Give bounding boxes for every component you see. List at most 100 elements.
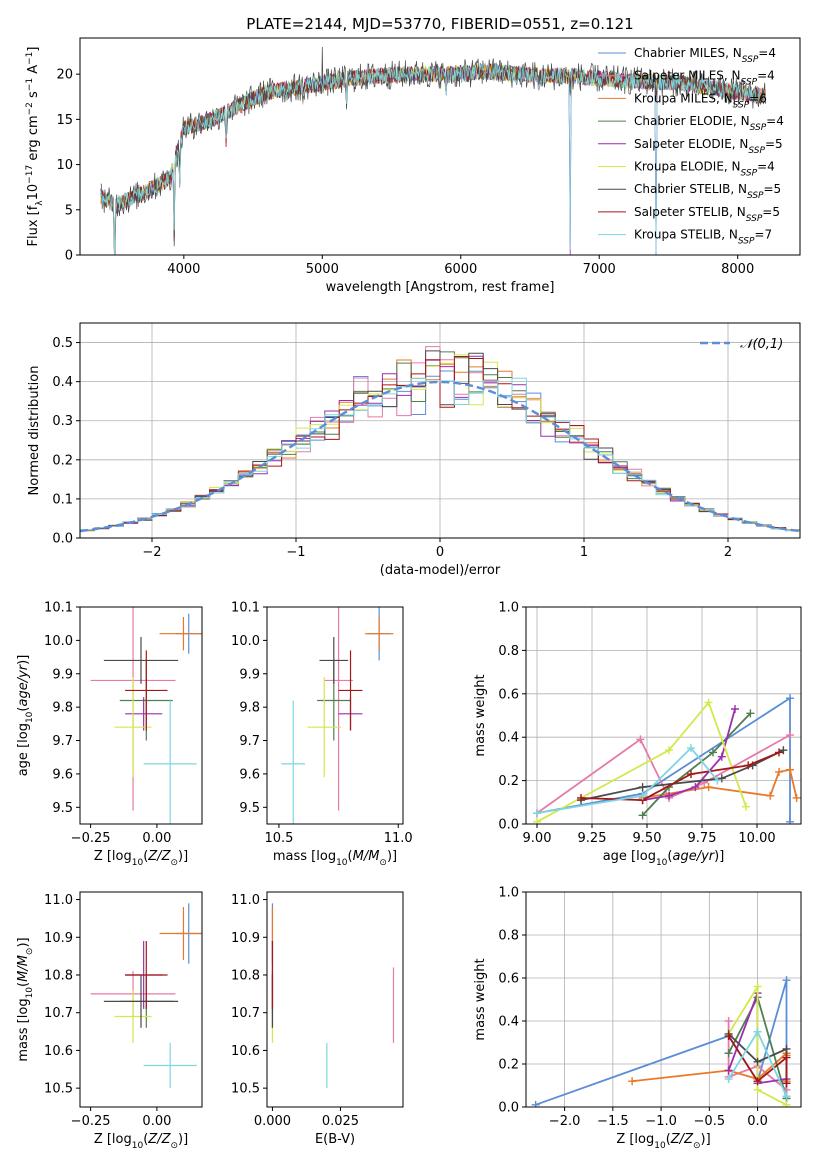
x-axis-label: Z [log10(Z/Z⊙)] [94,1132,188,1151]
panel-mass_age: 10.5 11.0 9.5 9.6 9.7 9.8 9.9 10.0 10.1 mass [log… [231,601,413,869]
x-axis-label: wavelength [Angstrom, rest frame] [326,280,555,295]
weight-marker-kroupa_miles [775,767,783,776]
weight-marker-kroupa_elodie [782,1100,791,1107]
weight-marker-chabrier_elodie [746,709,755,718]
weight-marker-chabrier_miles [782,976,791,985]
y-tick-label: 9.5 [239,801,260,816]
weight-line-kroupa_stelib [536,746,719,814]
y-tick-label: 0.8 [498,644,519,659]
x-tick-label: 10.5 [264,831,293,846]
x-tick-label: 0.0 [747,1114,768,1129]
weight-line-chabrier_miles [536,696,791,822]
panel-age_weight: 9.00 9.25 9.50 9.75 10.00 0.0 0.2 0.4 0.6 0.8 1.0 a… [473,601,802,868]
x-tick-label: 0.000 [254,1114,291,1129]
legend-label-kroupa_stelib: Kroupa STELIB, NSSP=7 [634,228,772,247]
weight-marker-chabrier_stelib [753,1057,762,1066]
x-axis-label: (data-model)/error [380,563,501,578]
y-tick-label: 0.3 [52,414,73,429]
y-tick-label: 9.6 [52,767,73,782]
y-tick-label: 11.0 [44,893,73,908]
panel-residuals: −2 −1 0 1 2 0.0 0.1 0.2 0.3 0.4 0.5 (data-model)/er… [27,322,801,578]
y-tick-label: 0.1 [52,492,73,507]
weight-marker-salpeter_stelib [782,1053,791,1062]
weight-marker-salpeter_stelib [775,748,783,757]
plot-area [100,46,766,255]
x-tick-label: 6000 [444,262,477,277]
legend-label-chabrier_elodie: Chabrier ELODIE, NSSP=4 [634,114,784,133]
legend-label-salpeter_elodie: Salpeter ELODIE, NSSP=5 [634,137,783,156]
y-tick-label: 10.0 [231,634,260,649]
x-tick-label: 11.0 [384,831,413,846]
y-tick-label: 0.4 [52,375,73,390]
y-tick-label: 0.8 [498,929,519,944]
y-tick-label: 0.2 [498,774,519,789]
x-tick-label: 9.00 [523,831,552,846]
y-tick-label: 10.5 [44,1082,73,1097]
y-tick-label: 11.0 [231,893,260,908]
weight-marker-salpeter_miles [724,1017,733,1025]
x-tick-label: 10.00 [738,831,775,846]
x-tick-label: 5000 [306,262,339,277]
x-tick-label: −1.5 [597,1114,629,1129]
y-tick-label: 9.9 [52,667,73,682]
y-axis-label: mass [log10(M/M⊙)] [16,937,35,1061]
weight-marker-chabrier_stelib [779,746,788,755]
x-tick-label: 9.50 [633,831,662,846]
y-tick-label: 20 [56,68,73,83]
legend-label-salpeter_stelib: Salpeter STELIB, NSSP=5 [634,205,780,224]
x-tick-label: −0.5 [694,1114,726,1129]
weight-marker-salpeter_elodie [691,783,700,792]
weight-marker-kroupa_elodie [753,982,762,991]
y-tick-label: 10.5 [231,1082,260,1097]
y-tick-label: 9.7 [52,734,73,749]
weight-line-kroupa_miles [642,768,798,799]
y-tick-label: 9.6 [239,767,260,782]
plot-area [80,346,800,533]
weight-marker-chabrier_elodie [709,748,717,757]
y-tick-label: 9.9 [239,667,260,682]
axes-frame [266,606,404,825]
weight-marker-kroupa_miles [786,765,794,774]
legend-label-normal: 𝒩(0,1) [740,337,783,352]
x-tick-label: 2 [724,545,732,560]
weight-marker-chabrier_stelib [638,783,647,792]
x-axis-label: age [log10(age/yr)] [603,849,725,868]
y-tick-label: 0.0 [498,818,519,833]
y-tick-label: 0 [65,249,73,264]
y-tick-label: 1.0 [498,601,519,616]
y-axis-label: age [log10(age/yr)] [16,655,35,777]
y-tick-label: 0.4 [498,1015,519,1030]
x-tick-label: −1.0 [645,1114,677,1129]
y-tick-label: 0.0 [52,532,73,547]
x-axis-label: Z [log10(Z/Z⊙)] [616,1132,710,1151]
spectrum-line-kroupa_stelib [100,62,766,255]
weight-line-salpeter_stelib [727,1035,788,1084]
weight-marker-kroupa_elodie [753,1085,762,1094]
x-tick-label: 1 [580,545,588,560]
weight-marker-kroupa_miles [766,791,775,800]
weight-marker-chabrier_miles [786,694,794,703]
weight-marker-kroupa_miles [792,793,801,802]
weight-marker-kroupa_miles [704,783,713,792]
y-tick-label: 0.5 [52,336,73,351]
x-tick-label: −0.25 [71,831,111,846]
panel-z_mass: −0.25 0.00 10.5 10.6 10.7 10.8 10.9 11.0 Z [log1… [16,891,203,1151]
x-tick-label: 4000 [167,262,200,277]
y-tick-label: 0.6 [498,687,519,702]
x-tick-label: −2.0 [549,1114,581,1129]
weight-marker-kroupa_stelib [687,744,695,753]
axes-frame [79,37,801,256]
weight-marker-kroupa_stelib [638,791,647,800]
x-tick-label: 0.00 [142,1114,171,1129]
x-tick-label: 9.75 [688,831,717,846]
x-axis-label: mass [log10(M/M⊙)] [273,849,397,868]
weight-marker-salpeter_elodie [717,752,726,761]
weight-marker-chabrier_miles [531,1100,540,1107]
x-tick-label: 0.00 [142,831,171,846]
weight-marker-salpeter_elodie [731,704,739,713]
panel-ebv_mass: 0.000 0.025 10.5 10.6 10.7 10.8 10.9 11.0 E(B-V) [231,891,404,1147]
plot-area [281,607,394,824]
weight-marker-salpeter_stelib [687,770,695,779]
x-tick-label: −0.25 [71,1114,111,1129]
weight-marker-kroupa_stelib [753,1027,762,1036]
